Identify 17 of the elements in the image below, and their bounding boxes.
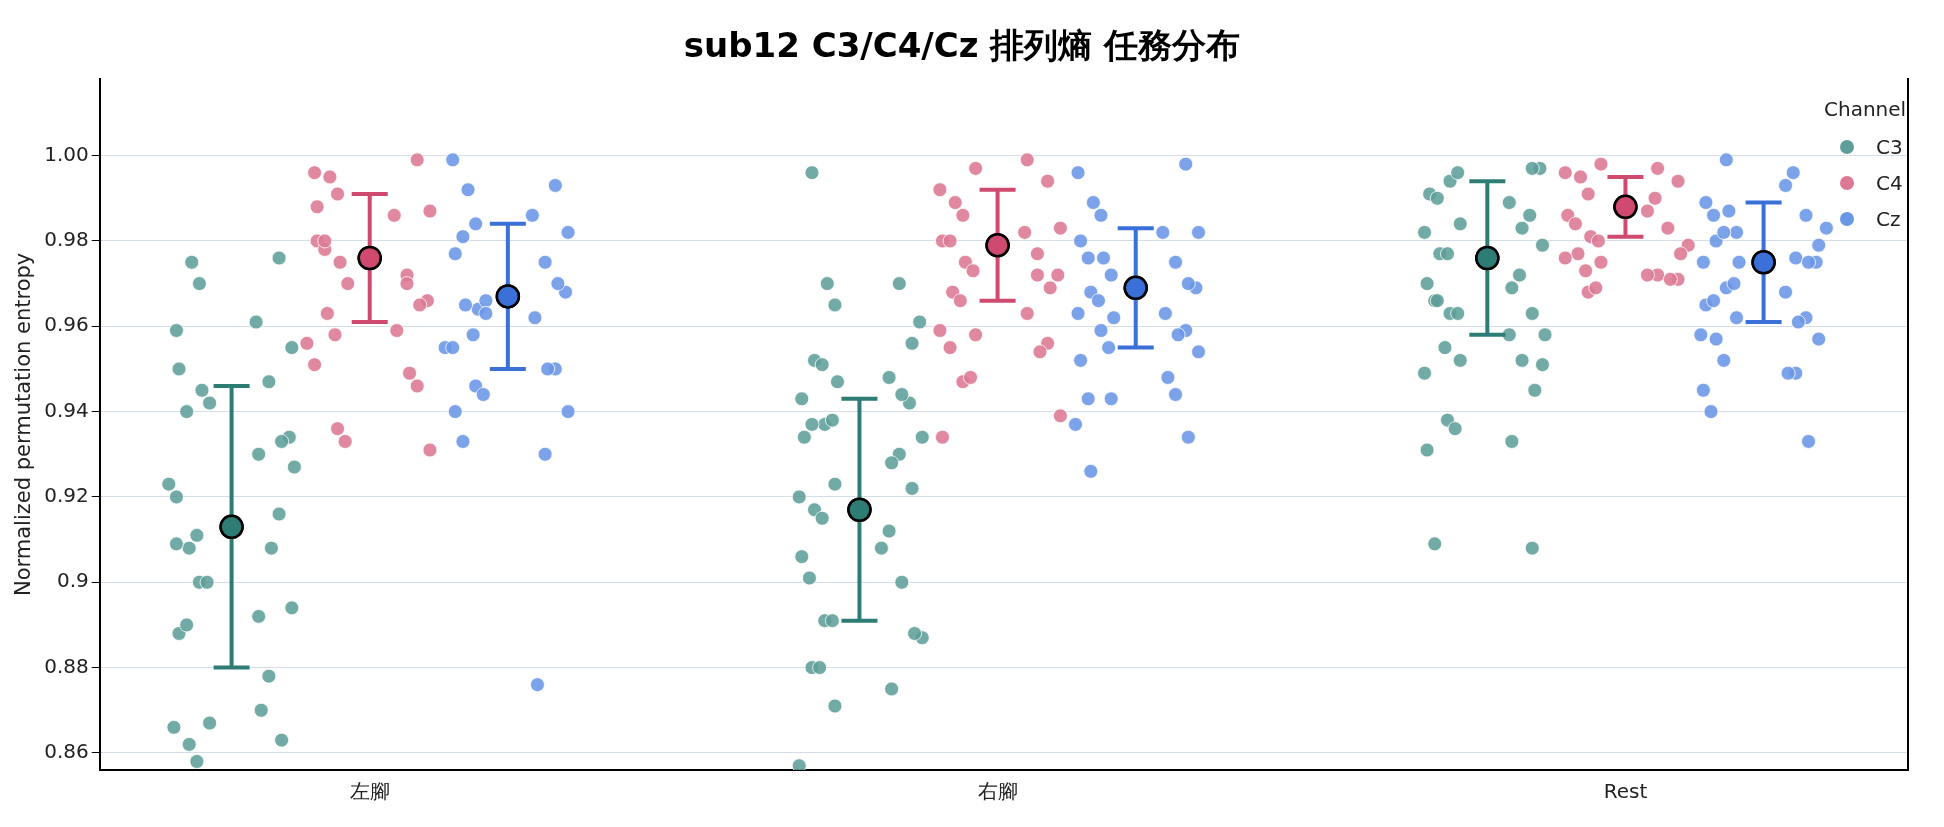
chart-title: sub12 C3/C4/Cz 排列熵 任務分布 [683,25,1241,66]
y-tick-label: 0.96 [44,312,89,337]
y-tick-label: 0.86 [44,739,89,764]
x-tick-label: 右腳 [977,779,1018,804]
legend-title: Channel [1824,96,1907,121]
x-tick-label: Rest [1603,779,1648,804]
legend-label: C4 [1876,170,1904,195]
y-tick-label: 0.9 [56,568,89,593]
y-tick-label: 0.94 [44,397,89,422]
legend-label: Cz [1876,206,1902,231]
y-tick-label: 0.98 [44,227,89,252]
y-tick-label: 1.00 [44,141,89,166]
x-tick-label: 左腳 [349,779,390,804]
y-tick-label: 0.92 [44,483,89,508]
y-axis-title: Normalized permutation entropy [11,252,36,597]
legend-label: C3 [1876,134,1904,159]
y-tick-label: 0.88 [44,653,89,678]
